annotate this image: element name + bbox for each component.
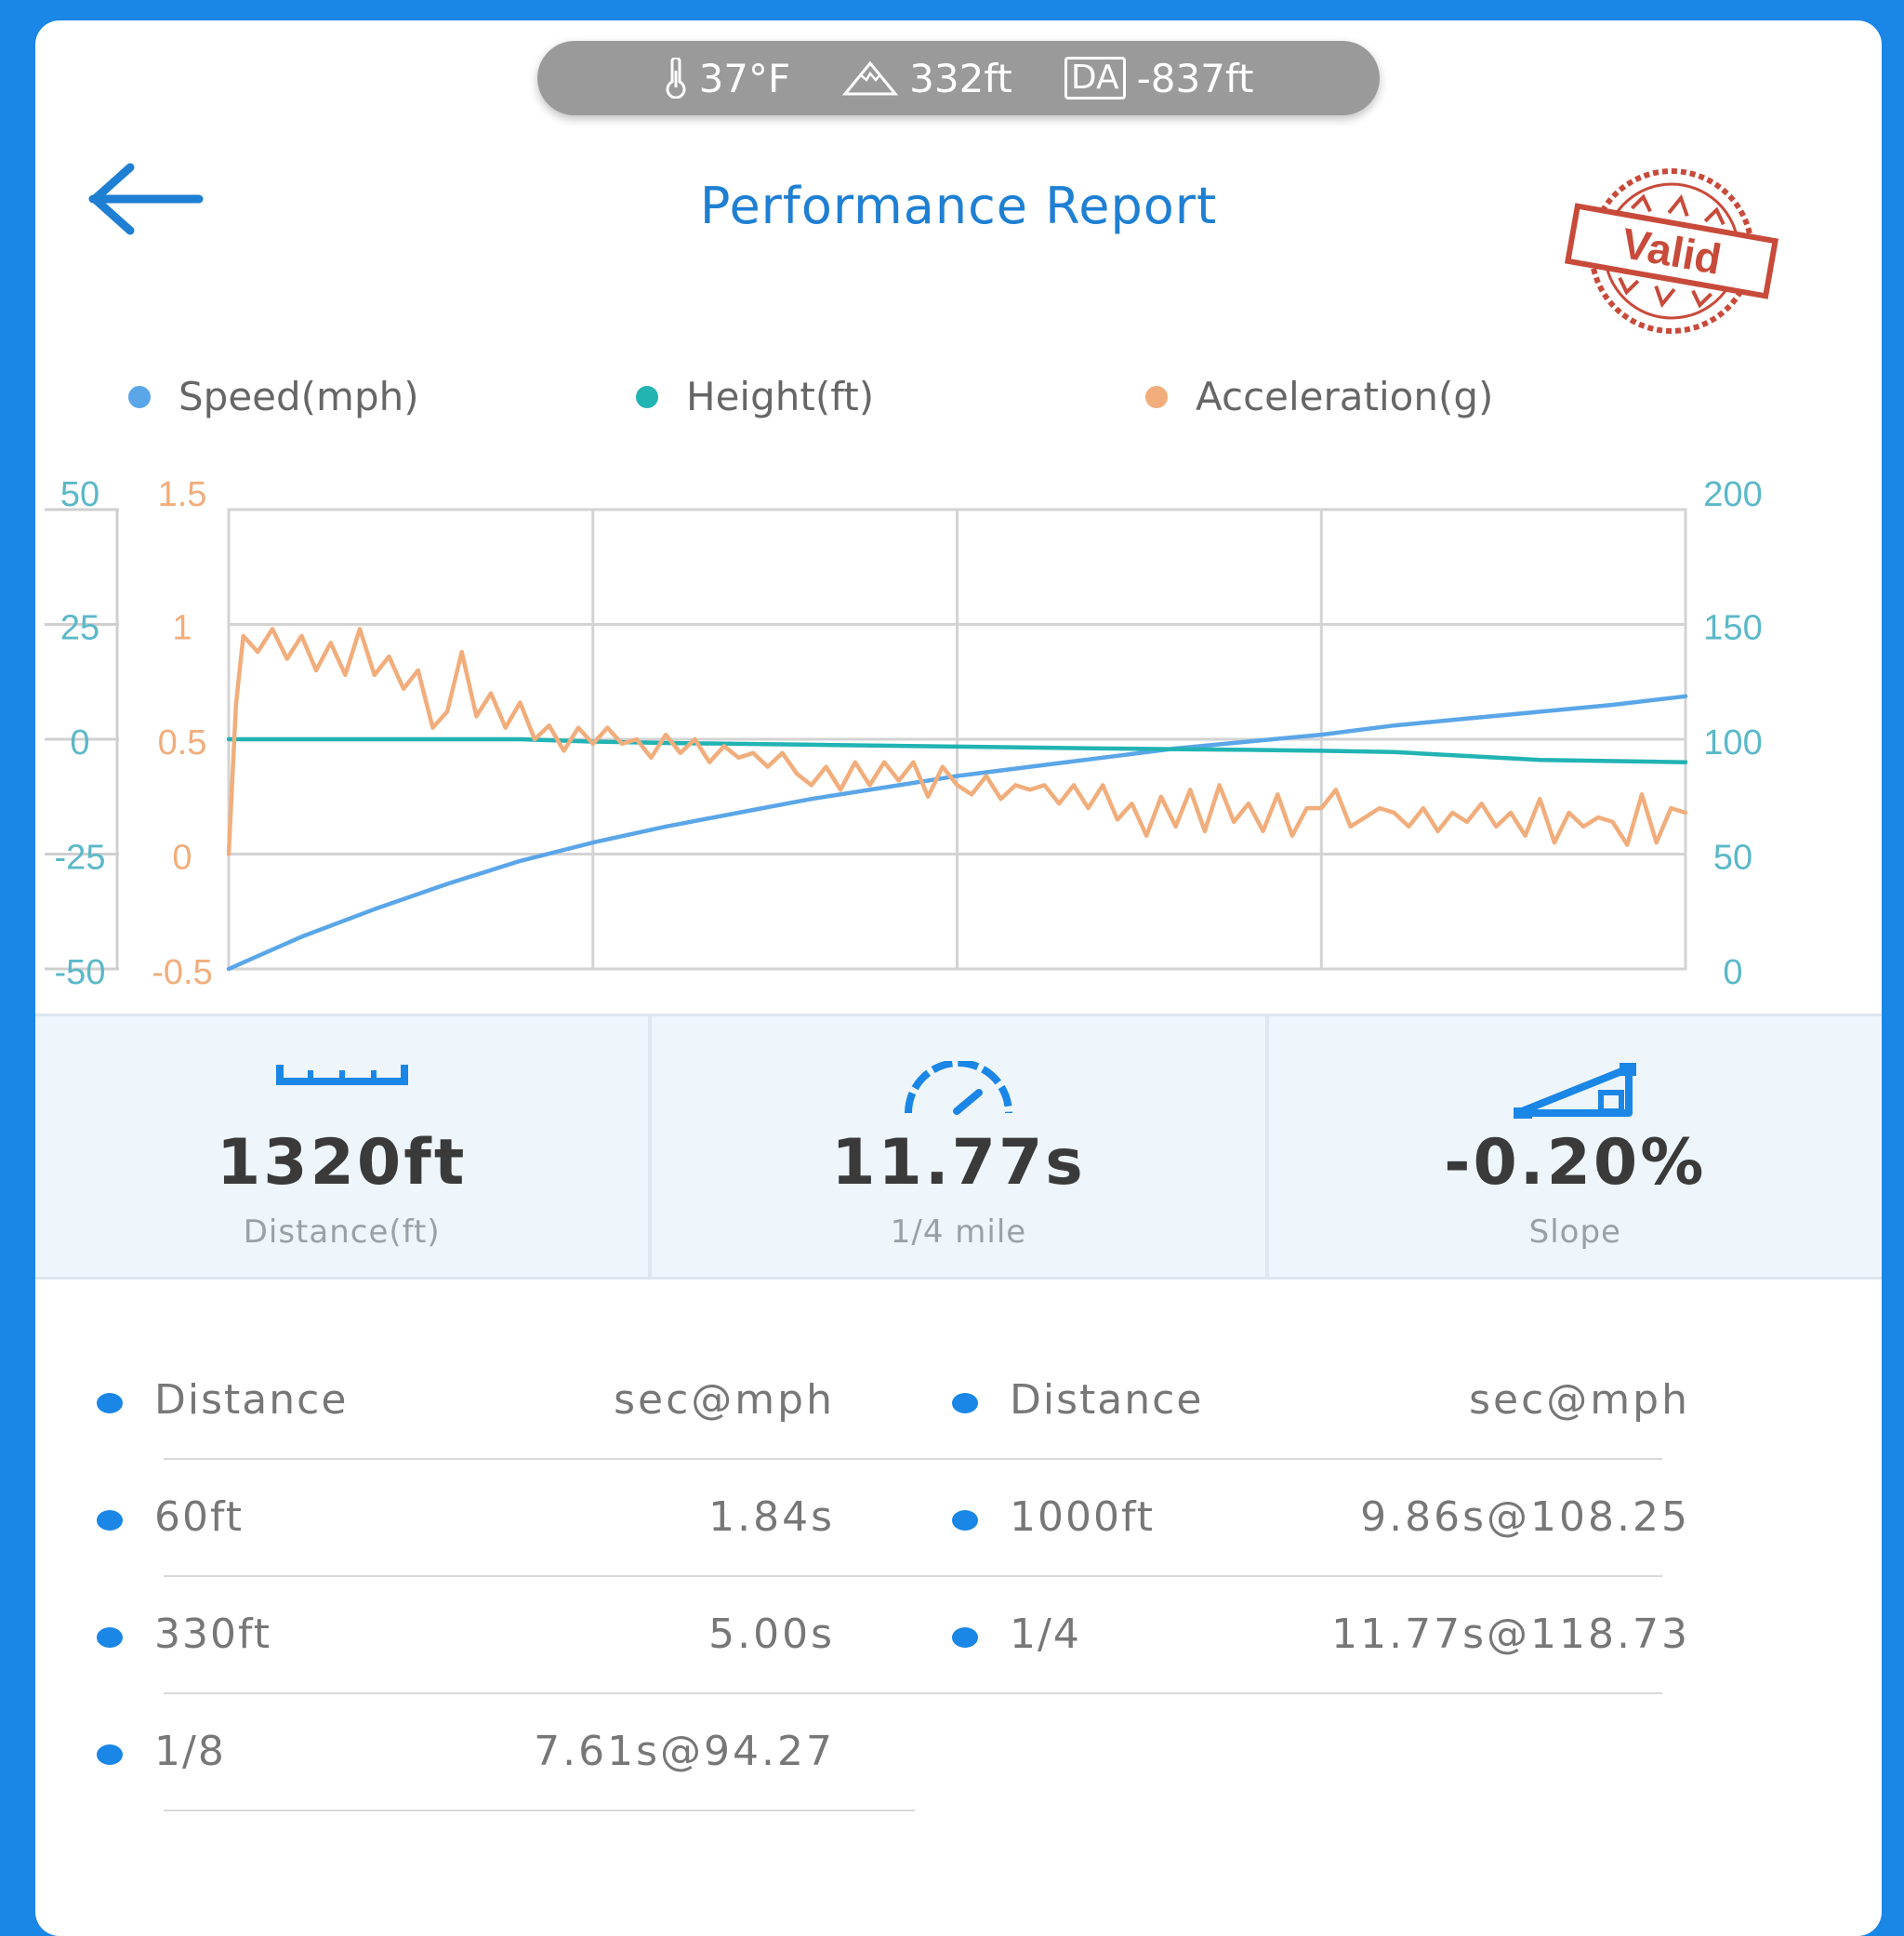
legend-height-dot [636, 385, 658, 408]
table-row: 1000ft 9.86s@108.25 [891, 1477, 1690, 1593]
right-header-row: Distance sec@mph [891, 1359, 1690, 1476]
speed-axis-tick-label: 200 [1703, 475, 1762, 514]
height-axis-tick-label: 0 [70, 723, 89, 762]
table-row: 1/4 11.77s@118.73 [891, 1594, 1690, 1710]
split-distance: 60ft [154, 1493, 244, 1541]
legend-speed[interactable]: Speed(mph) [128, 374, 419, 419]
da-badge: DA [1064, 57, 1126, 99]
speedometer-icon [904, 1061, 1012, 1115]
split-time: 9.86s@108.25 [1360, 1493, 1690, 1541]
acceleration-axis-tick-label: 0.5 [158, 723, 207, 762]
distance-value: 1320ft [216, 1126, 468, 1200]
speed-axis-tick-label: 150 [1703, 609, 1762, 648]
left-header-row: Distance sec@mph [35, 1359, 835, 1476]
height-axis-tick-label: 50 [60, 475, 99, 514]
acceleration-series-line [226, 627, 1688, 856]
chart-legend: Speed(mph) Height(ft) Acceleration(g) [89, 374, 1763, 430]
density-altitude-value: -837ft [1136, 55, 1254, 101]
acceleration-axis-tick-label: 1.5 [158, 475, 207, 514]
right-header-value: sec@mph [1469, 1376, 1690, 1424]
bullet-dot [97, 1393, 123, 1413]
speed-axis-tick-label: 100 [1703, 723, 1762, 762]
legend-acceleration[interactable]: Acceleration(g) [1145, 374, 1493, 419]
distance-label: Distance(ft) [243, 1213, 441, 1251]
acceleration-axis-tick-label: 0 [172, 839, 192, 878]
altitude-value: 332ft [909, 55, 1012, 101]
summary-stats: 1320ft Distance(ft) 11.77s 1/4 mile -0.2… [35, 1014, 1882, 1280]
height-series-line [226, 736, 1688, 764]
left-header-key: Distance [154, 1376, 349, 1424]
bullet-dot [97, 1744, 123, 1765]
altitude-stat: 332ft [842, 56, 1012, 101]
split-time: 1.84s [708, 1493, 835, 1541]
density-altitude-stat: DA -837ft [1064, 55, 1254, 101]
table-row: 60ft 1.84s [35, 1477, 835, 1593]
quarter-mile-value: 11.77s [831, 1126, 1086, 1200]
back-arrow-icon [88, 163, 204, 235]
right-header-key: Distance [1010, 1376, 1204, 1424]
speed-axis-tick-label: 0 [1723, 953, 1742, 992]
bullet-dot [97, 1510, 123, 1531]
slope-label: Slope [1528, 1213, 1621, 1251]
distance-stat: 1320ft Distance(ft) [35, 1016, 653, 1277]
slope-icon [1514, 1063, 1637, 1119]
table-row: 1/8 7.61s@94.27 [35, 1711, 835, 1827]
row-divider [164, 1575, 1662, 1577]
split-time: 11.77s@118.73 [1331, 1611, 1690, 1658]
speed-series-line [226, 694, 1688, 972]
temperature-stat: 37°F [664, 55, 791, 101]
speed-axis-tick-label: 50 [1713, 839, 1752, 878]
thermometer-icon [666, 58, 686, 99]
legend-height[interactable]: Height(ft) [636, 374, 874, 419]
bullet-dot [952, 1627, 978, 1648]
valid-stamp: Valid [1564, 168, 1779, 334]
height-axis-tick-label: 25 [60, 609, 99, 648]
row-divider [164, 1810, 915, 1811]
legend-acceleration-label: Acceleration(g) [1196, 374, 1494, 419]
performance-chart: 50 25 0 -25 -50 1.5 1 0.5 0 -0.5 200 150 100 50 0 [45, 475, 1763, 992]
split-time: 5.00s [708, 1611, 835, 1658]
acceleration-axis-tick-label: 1 [172, 609, 192, 648]
table-row: 330ft 5.00s [35, 1594, 835, 1710]
split-distance: 330ft [154, 1611, 271, 1658]
bullet-dot [952, 1393, 978, 1413]
legend-acceleration-dot [1145, 385, 1168, 408]
slope-stat: -0.20% Slope [1269, 1016, 1882, 1277]
split-distance: 1000ft [1010, 1493, 1155, 1541]
temperature-value: 37°F [698, 55, 791, 101]
conditions-pill: 37°F 332ft DA -837ft [537, 41, 1380, 115]
row-divider [164, 1458, 1662, 1460]
split-time: 7.61s@94.27 [534, 1728, 835, 1775]
legend-speed-label: Speed(mph) [178, 374, 419, 419]
left-header-value: sec@mph [614, 1376, 835, 1424]
slope-value: -0.20% [1444, 1126, 1707, 1200]
split-distance: 1/4 [1010, 1611, 1081, 1658]
row-divider [164, 1692, 1662, 1694]
height-axis-tick-label: -25 [55, 839, 106, 878]
bullet-dot [97, 1627, 123, 1648]
height-axis-tick-label: -50 [55, 953, 106, 992]
split-distance: 1/8 [154, 1728, 226, 1775]
legend-height-label: Height(ft) [686, 374, 875, 419]
bullet-dot [952, 1510, 978, 1531]
ruler-icon [275, 1065, 408, 1085]
quarter-mile-stat: 11.77s 1/4 mile [652, 1016, 1269, 1277]
acceleration-axis-tick-label: -0.5 [152, 953, 212, 992]
quarter-mile-label: 1/4 mile [890, 1213, 1027, 1251]
page-title: Performance Report [699, 177, 1218, 235]
back-button[interactable] [84, 162, 205, 236]
report-card: 37°F 332ft DA -837ft Performance Report [35, 20, 1882, 1936]
mountain-icon [842, 60, 899, 96]
legend-speed-dot [128, 385, 151, 408]
